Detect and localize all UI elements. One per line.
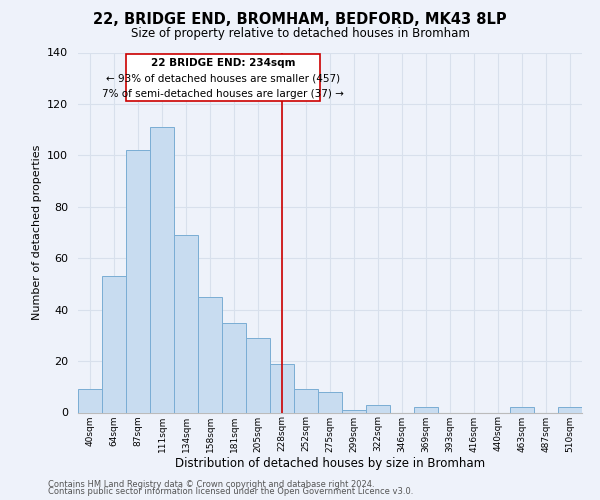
Text: 7% of semi-detached houses are larger (37) →: 7% of semi-detached houses are larger (3… bbox=[102, 88, 344, 99]
Bar bbox=[294, 390, 318, 412]
Bar bbox=[366, 405, 390, 412]
Bar bbox=[414, 408, 438, 412]
Bar bbox=[342, 410, 366, 412]
Bar bbox=[246, 338, 270, 412]
Text: 22, BRIDGE END, BROMHAM, BEDFORD, MK43 8LP: 22, BRIDGE END, BROMHAM, BEDFORD, MK43 8… bbox=[93, 12, 507, 28]
Bar bbox=[174, 235, 198, 412]
Bar bbox=[102, 276, 126, 412]
Text: Size of property relative to detached houses in Bromham: Size of property relative to detached ho… bbox=[131, 28, 469, 40]
X-axis label: Distribution of detached houses by size in Bromham: Distribution of detached houses by size … bbox=[175, 457, 485, 470]
Bar bbox=[222, 322, 246, 412]
Bar bbox=[150, 127, 174, 412]
Bar bbox=[126, 150, 150, 412]
Y-axis label: Number of detached properties: Number of detached properties bbox=[32, 145, 41, 320]
Text: Contains public sector information licensed under the Open Government Licence v3: Contains public sector information licen… bbox=[48, 487, 413, 496]
FancyBboxPatch shape bbox=[126, 54, 320, 102]
Bar bbox=[78, 390, 102, 412]
Text: ← 93% of detached houses are smaller (457): ← 93% of detached houses are smaller (45… bbox=[106, 73, 340, 83]
Bar bbox=[318, 392, 342, 412]
Bar bbox=[510, 408, 534, 412]
Text: 22 BRIDGE END: 234sqm: 22 BRIDGE END: 234sqm bbox=[151, 58, 295, 68]
Text: Contains HM Land Registry data © Crown copyright and database right 2024.: Contains HM Land Registry data © Crown c… bbox=[48, 480, 374, 489]
Bar bbox=[270, 364, 294, 412]
Bar bbox=[558, 408, 582, 412]
Bar bbox=[198, 297, 222, 412]
